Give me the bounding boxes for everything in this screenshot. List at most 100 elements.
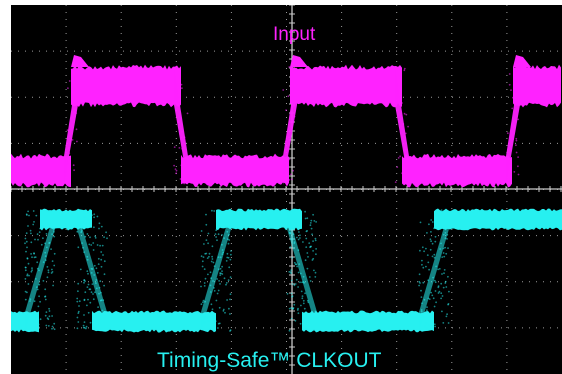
clkout-trace-edge-jitter	[91, 268, 94, 270]
input-trace-edge-jitter	[396, 69, 399, 72]
clkout-trace-edge-jitter	[295, 223, 298, 225]
clkout-trace-edge-jitter	[35, 214, 38, 217]
input-trace-edge-jitter	[517, 156, 519, 159]
clkout-trace-edge-jitter	[85, 222, 88, 225]
clkout-trace-edge-jitter	[446, 233, 449, 236]
clkout-trace-edge-jitter	[25, 232, 28, 235]
input-trace-edge-jitter	[285, 109, 287, 111]
clkout-trace-edge-jitter	[437, 268, 439, 271]
clkout-trace-edge-jitter	[86, 255, 89, 258]
input-trace-overshoot	[290, 55, 308, 67]
clkout-trace-edge-jitter	[45, 324, 48, 327]
clkout-trace-edge-jitter	[51, 268, 53, 271]
clkout-trace-edge-jitter	[97, 306, 99, 308]
clkout-trace-edge-jitter	[103, 273, 106, 276]
clkout-trace-edge-jitter	[445, 315, 448, 318]
input-trace-edge-jitter	[510, 89, 512, 91]
clkout-trace-edge-jitter	[306, 267, 309, 270]
clkout-trace-edge-jitter	[50, 248, 52, 251]
clkout-trace-edge-jitter	[47, 318, 50, 321]
clkout-trace-edge-jitter	[221, 253, 224, 256]
clkout-trace-edge-jitter	[216, 278, 219, 280]
clkout-trace-edge-jitter	[314, 239, 317, 242]
clkout-trace-edge-jitter	[228, 233, 230, 236]
input-trace-edge-jitter	[517, 165, 519, 168]
clkout-trace-edge-jitter	[290, 317, 293, 320]
clkout-trace-edge-jitter	[309, 245, 312, 248]
clkout-trace-edge-jitter	[298, 263, 301, 265]
clkout-trace-edge-jitter	[200, 230, 203, 232]
input-trace-edge-jitter	[517, 173, 520, 176]
clkout-trace-edge-jitter	[440, 297, 442, 300]
clkout-trace-edge-jitter	[312, 240, 314, 243]
input-trace-edge-jitter	[284, 140, 287, 143]
clkout-trace-edge-jitter	[92, 298, 95, 301]
input-trace-edge-jitter	[71, 139, 74, 141]
input-trace-edge-jitter	[515, 139, 518, 142]
input-trace-edge-jitter	[177, 101, 180, 103]
clkout-trace-edge-jitter	[93, 264, 96, 267]
clkout-trace-edge-jitter	[221, 234, 223, 236]
clkout-trace-edge-jitter	[30, 270, 33, 273]
clkout-trace-edge-jitter	[28, 214, 30, 217]
clkout-trace-edge-jitter	[302, 275, 305, 278]
clkout-trace-edge-jitter	[33, 300, 36, 303]
oscilloscope-plot	[11, 5, 562, 374]
clkout-trace-edge-jitter	[83, 216, 85, 218]
clkout-trace-edge-jitter	[86, 233, 89, 235]
clkout-trace-edge-jitter	[202, 301, 204, 304]
clkout-trace-edge-jitter	[426, 232, 428, 234]
clkout-trace-edge-jitter	[314, 276, 317, 278]
clkout-trace-edge-jitter	[421, 246, 424, 249]
clkout-trace-edge-jitter	[305, 246, 308, 249]
clkout-trace-edge-jitter	[294, 221, 297, 224]
clkout-trace-edge-jitter	[309, 222, 312, 224]
clkout-trace-edge-jitter	[297, 271, 300, 274]
clkout-trace-edge-jitter	[200, 303, 203, 306]
input-trace-edge-jitter	[403, 112, 406, 115]
clkout-trace-edge-jitter	[217, 256, 220, 258]
clkout-trace-edge-jitter	[302, 299, 305, 302]
clkout-trace-edge-jitter	[447, 247, 449, 250]
clkout-trace-edge-jitter	[47, 271, 50, 274]
clkout-trace-edge-jitter	[76, 300, 79, 303]
clkout-trace-edge-jitter	[90, 291, 93, 294]
clkout-trace-edge-jitter	[51, 233, 53, 236]
clkout-trace-edge-jitter	[313, 220, 316, 222]
clkout-trace-edge-jitter	[77, 321, 80, 323]
clkout-trace-edge-jitter	[25, 240, 28, 243]
clkout-trace-edge-jitter	[432, 297, 435, 300]
clkout-trace-edge-jitter	[221, 249, 224, 251]
clkout-trace-edge-jitter	[34, 317, 37, 320]
clkout-trace-edge-jitter	[435, 301, 437, 304]
clkout-trace-edge-jitter	[53, 231, 55, 233]
clkout-trace-edge-jitter	[36, 328, 39, 330]
clkout-trace-edge-jitter	[426, 254, 429, 256]
clkout-trace-edge-jitter	[46, 276, 49, 279]
clkout-trace-edge-jitter	[24, 298, 27, 301]
clkout-trace-edge-jitter	[440, 209, 443, 212]
clkout-trace-edge-jitter	[294, 283, 297, 285]
clkout-trace-edge-jitter	[45, 233, 48, 235]
clkout-trace-edge-jitter	[93, 213, 96, 216]
clkout-trace-edge-jitter	[77, 246, 80, 249]
clkout-trace-edge-jitter	[86, 258, 89, 261]
clkout-trace-edge-jitter	[448, 290, 450, 293]
clkout-trace-edge-jitter	[223, 237, 226, 240]
input-trace-group	[11, 55, 561, 188]
clkout-trace-edge-jitter	[431, 221, 434, 223]
clkout-trace-edge	[25, 210, 55, 331]
clkout-trace-edge-jitter	[45, 311, 48, 313]
clkout-trace-edge-jitter	[91, 283, 94, 285]
clkout-trace-edge-jitter	[207, 242, 210, 245]
input-trace-edge-jitter	[74, 111, 76, 114]
clkout-trace-edge-jitter	[203, 285, 206, 287]
clkout-trace-edge-jitter	[218, 306, 221, 309]
clkout-trace-edge-jitter	[53, 235, 56, 238]
clkout-trace-edge-jitter	[420, 310, 423, 313]
clkout-trace-edge-jitter	[92, 242, 95, 244]
clkout-trace-edge-jitter	[297, 312, 300, 315]
clkout-trace-edge-jitter	[219, 256, 222, 259]
clkout-trace-edge-jitter	[434, 290, 437, 292]
clkout-trace-edge-jitter	[90, 272, 93, 274]
